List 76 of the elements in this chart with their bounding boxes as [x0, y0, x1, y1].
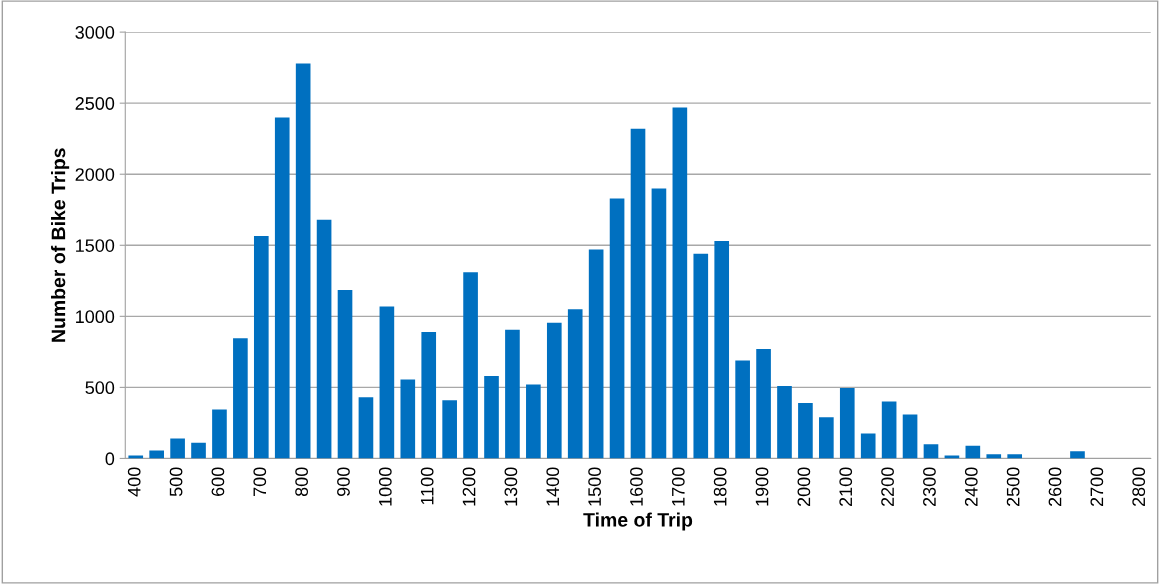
x-tick-label: 2300 — [923, 467, 936, 507]
x-tick-label: 2100 — [839, 467, 853, 507]
x-tick-label: 1900 — [755, 467, 769, 506]
bar — [505, 329, 520, 459]
bar — [379, 306, 395, 459]
bar — [274, 117, 290, 459]
x-tick-label: 2000 — [797, 467, 811, 507]
bar — [567, 309, 583, 459]
x-tick-label: 2700 — [1090, 467, 1104, 507]
bar — [777, 385, 792, 459]
bar — [295, 63, 311, 459]
x-tick-label: 400 — [127, 467, 141, 497]
y-tick-label: 3000 — [75, 26, 115, 39]
bar — [672, 107, 688, 459]
bar — [337, 290, 353, 459]
bar — [965, 445, 981, 459]
x-tick-label: 700 — [253, 467, 267, 496]
bar — [358, 397, 374, 459]
y-tick-label: 500 — [85, 381, 115, 395]
bar — [756, 349, 771, 459]
bar — [1070, 451, 1085, 459]
y-axis-title: Number of Bike Trips — [51, 148, 70, 342]
x-tick-label: 1200 — [462, 467, 476, 506]
bar — [484, 376, 499, 459]
bar — [819, 417, 834, 459]
y-tick-label: 1500 — [76, 239, 115, 252]
bar — [212, 409, 227, 459]
bar — [526, 384, 541, 459]
x-tick-label: 2600 — [1048, 467, 1062, 507]
bar — [253, 236, 269, 459]
x-tick-label: 500 — [169, 467, 183, 497]
bar — [714, 241, 730, 459]
x-tick-label: 1400 — [546, 467, 560, 506]
bar — [400, 379, 416, 459]
x-tick-label: 900 — [337, 467, 350, 497]
y-tick-label: 1000 — [76, 310, 115, 324]
bar — [442, 400, 457, 459]
x-tick-label: 1500 — [588, 467, 601, 506]
bar — [421, 331, 437, 459]
x-tick-label: 1800 — [713, 467, 727, 506]
bar — [149, 450, 164, 459]
x-tick-label: 2800 — [1132, 467, 1146, 507]
x-tick-label: 2500 — [1006, 467, 1020, 507]
bar — [588, 249, 604, 459]
bar — [170, 438, 185, 459]
bar — [839, 388, 855, 459]
bar — [651, 188, 667, 459]
bar — [191, 442, 206, 459]
bar — [546, 322, 562, 459]
x-tick-label: 800 — [295, 467, 309, 497]
x-tick-label: 1300 — [504, 467, 518, 506]
x-tick-label: 1100 — [420, 467, 434, 505]
bar — [735, 360, 750, 459]
bar — [881, 401, 897, 459]
x-tick-label: 1000 — [378, 467, 392, 506]
bar — [798, 403, 813, 459]
bar — [693, 253, 709, 459]
bar — [233, 338, 248, 459]
y-tick-label: 2500 — [75, 97, 115, 110]
x-axis-title: Time of Trip — [583, 512, 693, 531]
bar — [630, 128, 646, 459]
bar — [902, 414, 918, 459]
bar — [609, 198, 625, 459]
x-tick-label: 2200 — [881, 467, 894, 507]
bar — [923, 444, 939, 459]
bar — [1007, 454, 1023, 459]
x-tick-label: 1700 — [671, 467, 685, 506]
x-tick-label: 1600 — [630, 467, 643, 506]
bar — [986, 454, 1002, 459]
y-tick-label: 0 — [105, 452, 115, 466]
bar — [463, 272, 478, 459]
bar — [860, 433, 876, 459]
bar — [316, 219, 332, 459]
x-tick-label: 2400 — [964, 467, 978, 507]
x-tick-label: 600 — [211, 467, 225, 496]
y-tick-label: 2000 — [75, 168, 115, 181]
